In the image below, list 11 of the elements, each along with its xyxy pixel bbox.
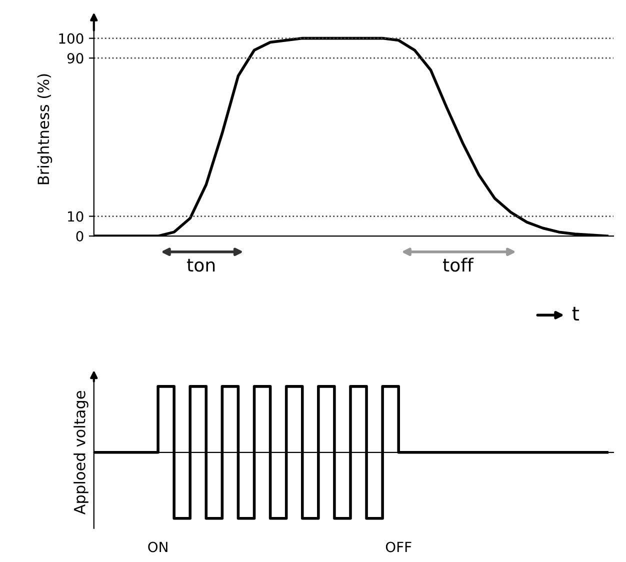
text: ton (187, 258, 215, 272)
y-tick-label: 100 (59, 33, 84, 44)
y-axis-title: Brightness (%) (37, 74, 52, 184)
text: ON (148, 542, 168, 552)
y-tick-label: 0 (76, 231, 84, 242)
text: OFF (386, 542, 412, 552)
y-axis-title: Apploed voltage (74, 390, 88, 515)
y-tick-label: 10 (68, 211, 84, 222)
text: t (572, 306, 579, 320)
y-tick-label: 90 (67, 53, 84, 64)
text: toff (442, 258, 474, 272)
